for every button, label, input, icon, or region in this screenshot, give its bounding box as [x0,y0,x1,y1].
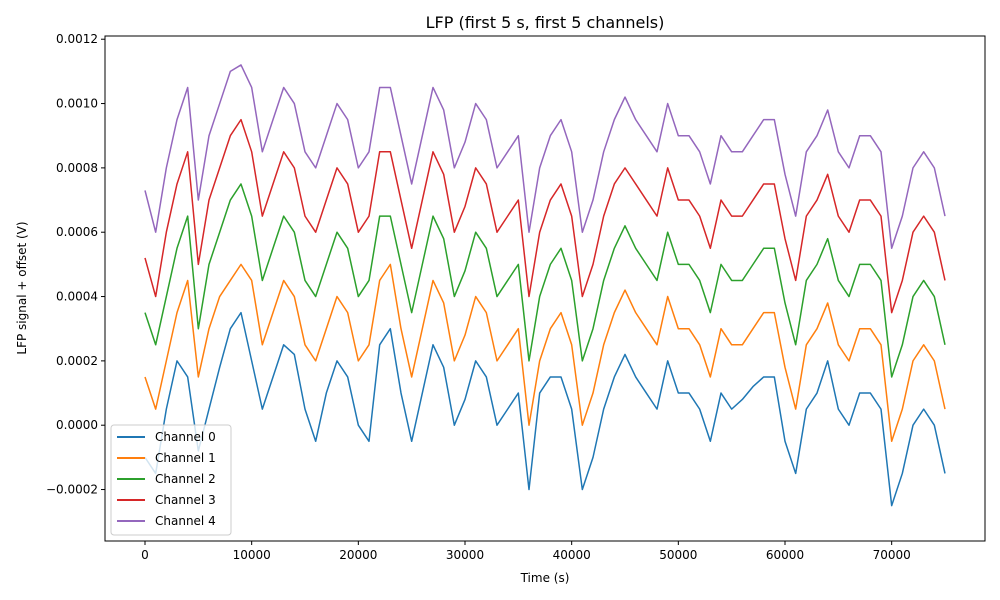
series-line-channel-0 [144,311,946,507]
y-tick-label: 0.0010 [56,97,98,111]
x-tick-label: 50000 [659,548,697,562]
y-axis-ticks: −0.0002 0.0000 0.0002 0.0004 0.0006 0.0008 0.0… [46,32,105,497]
x-tick-label: 40000 [553,548,591,562]
series-line-channel-4 [144,64,946,250]
legend-label-channel-0: Channel 0 [155,430,216,444]
y-tick-label: 0.0004 [56,290,98,304]
x-tick-label: 10000 [233,548,271,562]
legend-label-channel-1: Channel 1 [155,451,216,465]
y-tick-label: 0.0008 [56,161,98,175]
y-tick-label: 0.0000 [56,418,98,432]
y-tick-label: −0.0002 [46,483,98,497]
x-tick-label: 60000 [766,548,804,562]
series-line-channel-2 [144,183,946,378]
x-tick-label: 20000 [339,548,377,562]
legend-box [110,424,232,536]
legend-label-channel-3: Channel 3 [155,493,216,507]
x-axis-ticks: 0 10000 20000 30000 40000 50000 60000 70000 [141,541,911,562]
series-line-channel-1 [144,263,946,443]
chart-title: LFP (first 5 s, first 5 channels) [426,13,665,32]
x-tick-label: 30000 [446,548,484,562]
x-tick-label: 70000 [873,548,911,562]
y-tick-label: 0.0002 [56,354,98,368]
x-axis-label: Time (s) [520,571,570,585]
y-tick-label: 0.0012 [56,32,98,46]
legend-label-channel-4: Channel 4 [155,514,216,528]
y-tick-label: 0.0006 [56,225,98,239]
series-lines [144,64,946,507]
legend: Channel 0 Channel 1 Channel 2 Channel 3 Chan… [110,424,232,536]
legend-label-channel-2: Channel 2 [155,472,216,486]
x-tick-label: 0 [141,548,149,562]
series-line-channel-3 [144,118,946,314]
y-axis-label: LFP signal + offset (V) [15,221,29,354]
plot-frame [104,35,986,542]
